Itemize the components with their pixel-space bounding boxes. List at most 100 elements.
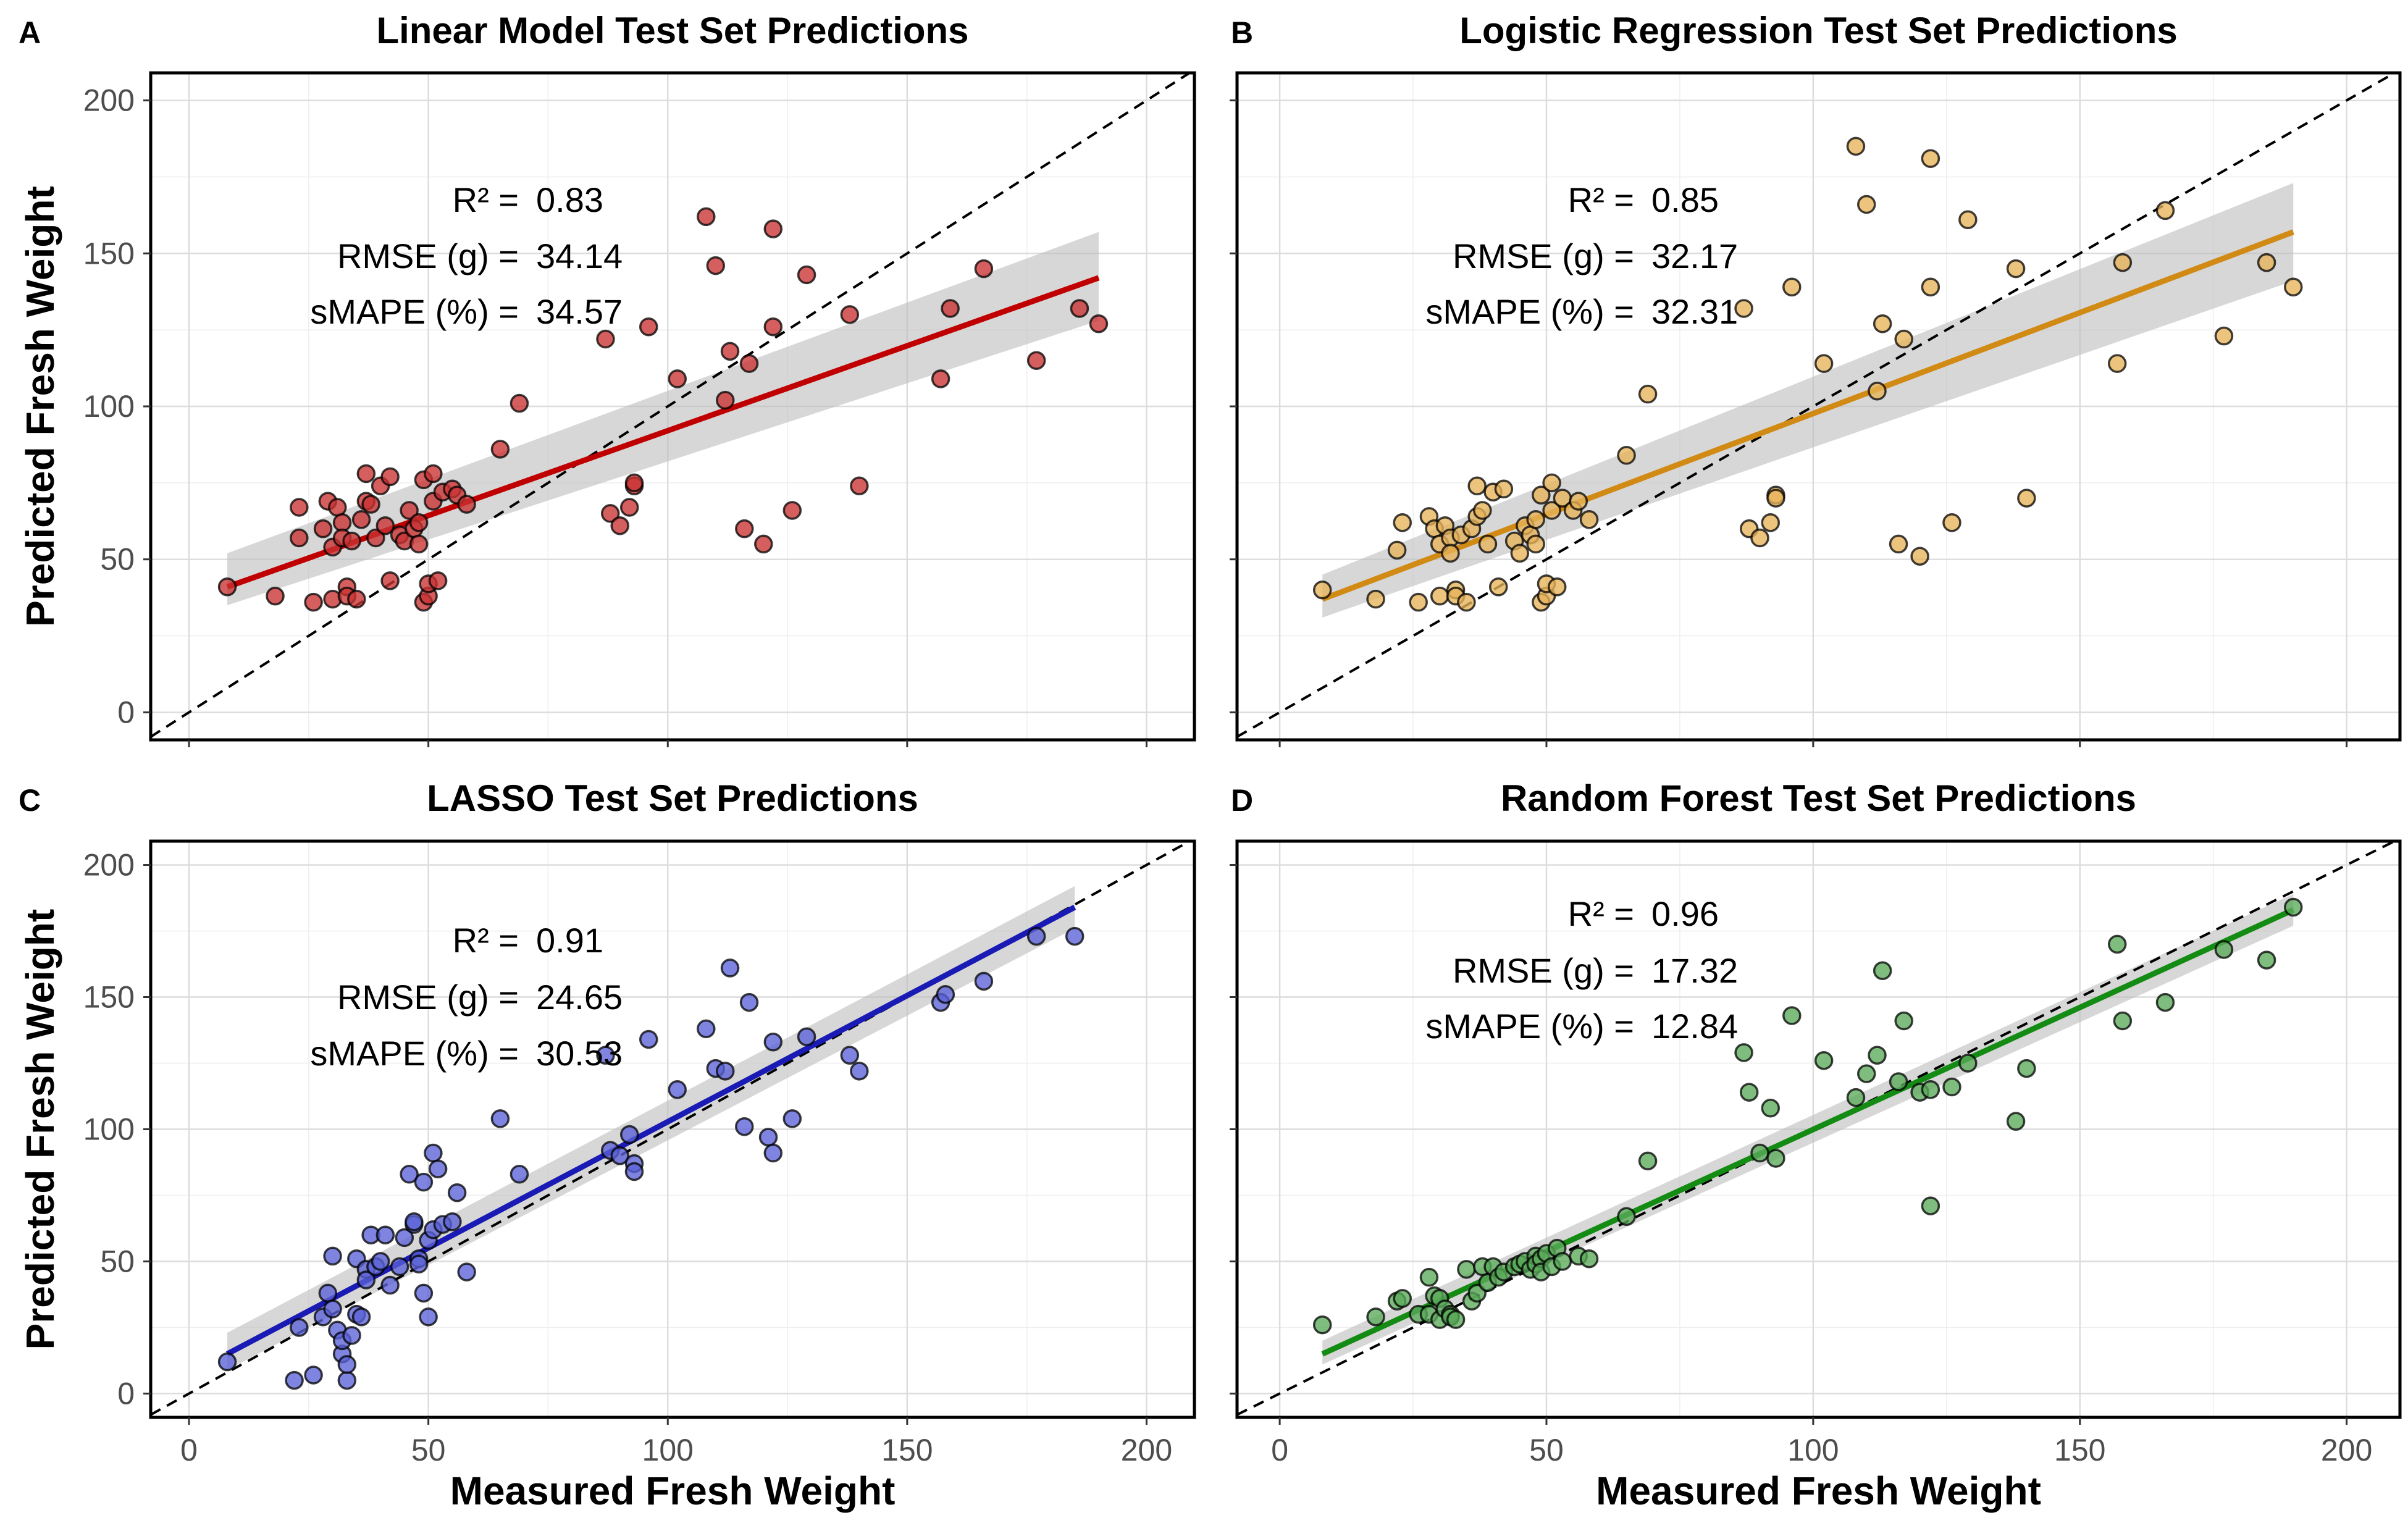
panel-d-data-point	[2006, 1112, 2026, 1131]
panel-c-data-point	[596, 1046, 615, 1065]
panel-d-data-point	[1856, 1064, 1876, 1083]
panel-c-data-point	[375, 1225, 395, 1244]
panel-c-data-point	[490, 1109, 510, 1128]
panel-a-data-point	[840, 305, 860, 324]
panel-c-data-point	[400, 1165, 419, 1184]
panel-a-data-point	[428, 571, 448, 590]
panel-a-y-tick-label: 50	[100, 542, 135, 577]
panel-a: 0 50 100 150 200 A Linear Model Test Set Pre…	[18, 10, 1196, 747]
panel-c-data-point	[395, 1228, 414, 1248]
panel-b-data-point	[1478, 534, 1498, 554]
panel-c-data-point	[610, 1146, 629, 1165]
panel-c-data-point	[1026, 926, 1046, 946]
panel-a-data-point	[697, 207, 716, 227]
panel-c-data-point	[974, 971, 994, 991]
panel-b-data-point	[1393, 513, 1412, 532]
panel-a-y-ticks: 0 50 100 150 200	[83, 83, 151, 729]
panel-d-r2-value: 0.96	[1651, 894, 1719, 933]
panel-b-identity-line	[1236, 72, 2396, 738]
panel-b-data-point	[1467, 476, 1487, 496]
panel-c-data-point	[739, 992, 759, 1012]
panel-c-data-point	[716, 1062, 735, 1081]
panel-d-x-tick-label: 50	[1529, 1433, 1564, 1467]
panel-a-rmse-value: 34.14	[536, 237, 623, 275]
panel-a-data-point	[409, 513, 429, 532]
panel-c-data-point	[356, 1270, 376, 1290]
panel-a-data-point	[510, 393, 529, 413]
panel-c-data-point	[351, 1307, 371, 1327]
panel-a-data-point	[313, 519, 333, 539]
panel-d-x-ticks: 0 50 100 150 200	[1271, 1417, 2372, 1467]
panel-c-stats: R² = 0.91 RMSE (g) = 24.65 sMAPE (%) = 3…	[310, 921, 623, 1073]
panel-d-data-point	[1446, 1310, 1466, 1329]
panel-a-data-point	[457, 495, 476, 514]
panel-a-data-point	[596, 329, 615, 349]
panel-c-r2-value: 0.91	[536, 921, 603, 960]
panel-c-data-point	[414, 1283, 434, 1303]
panel-b-rmse-label: RMSE (g) =	[1453, 237, 1634, 275]
panel-b-data-point	[1761, 513, 1781, 532]
panel-a-data-point	[332, 513, 352, 532]
panel-a-data-point	[356, 464, 376, 484]
panel-c-rmse-value: 24.65	[536, 978, 623, 1017]
panel-d-data-point	[2017, 1059, 2036, 1078]
panel-b-data-point	[1910, 547, 1929, 566]
panel-b-x-ticks	[1278, 740, 2348, 747]
panel-a-smape-label: sMAPE (%) =	[310, 292, 519, 331]
panel-c-data-point	[840, 1046, 860, 1065]
panel-a-data-point	[600, 504, 620, 523]
panel-b-letter: B	[1231, 15, 1253, 50]
panel-b-data-point	[1457, 592, 1476, 612]
panel-b-data-point	[1532, 485, 1551, 505]
panel-a-data-point	[624, 473, 644, 493]
panel-a-data-point	[782, 501, 802, 520]
panel-a-data-point	[380, 571, 400, 590]
panel-a-data-point	[380, 467, 400, 487]
panel-a-data-point	[366, 528, 385, 548]
panel-b-r2-value: 0.85	[1651, 180, 1719, 219]
panel-b-data-point	[1868, 381, 1887, 401]
panel-c-data-point	[639, 1030, 658, 1049]
panel-c-data-point	[285, 1370, 304, 1390]
panel-c-x-tick-label: 100	[642, 1433, 694, 1467]
panel-c-data-point	[337, 1370, 357, 1390]
panel-d-r2-label: R² =	[1568, 894, 1634, 933]
panel-d-x-tick-label: 150	[2054, 1433, 2105, 1467]
panel-a-y-tick-label: 200	[83, 83, 135, 118]
panel-b-data-point	[2155, 201, 2175, 220]
panel-a-data-point	[409, 534, 429, 554]
panel-c-y-tick-label: 200	[83, 848, 135, 883]
panel-c-y-tick-label: 50	[100, 1244, 135, 1278]
panel-b-data-point	[1766, 489, 1785, 508]
panel-a-rmse-label: RMSE (g) =	[337, 237, 519, 275]
panel-a-r2-label: R² =	[453, 180, 519, 219]
panel-a-y-axis-title: Predicted Fresh Weight	[18, 186, 62, 627]
panel-c-data-point	[619, 1125, 639, 1144]
panel-a-data-point	[610, 516, 629, 535]
panel-b-data-point	[1638, 384, 1658, 404]
panel-b-data-point	[1430, 586, 1449, 606]
panel-a-y-tick-label: 100	[83, 389, 135, 424]
panel-c-x-ticks: 0 50 100 150 200	[180, 1417, 1172, 1467]
panel-a-data-point	[850, 476, 869, 496]
panel-d-smape-label: sMAPE (%) =	[1425, 1007, 1634, 1046]
panel-b-data-point	[1548, 577, 1567, 597]
panel-d-data-point	[1734, 1043, 1753, 1062]
panel-a-data-point	[668, 369, 687, 388]
panel-a-data-point	[739, 354, 759, 373]
panel-c-data-point	[510, 1165, 529, 1184]
panel-d-data-point	[1579, 1249, 1599, 1269]
panel-c-y-tick-label: 100	[83, 1112, 135, 1147]
panel-b-data-point	[1409, 592, 1428, 612]
panel-d-data-point	[1921, 1196, 1940, 1215]
panel-c-data-point	[323, 1299, 342, 1319]
panel-d-x-tick-label: 0	[1271, 1433, 1288, 1467]
panel-d-data-point	[1393, 1289, 1412, 1308]
panel-b-y-ticks	[1230, 99, 1237, 713]
panel-c-x-tick-label: 200	[1121, 1433, 1172, 1467]
panel-d-data-point	[1921, 1080, 1940, 1099]
panel-a-data-point	[941, 299, 960, 318]
panel-b-data-point	[1488, 577, 1508, 597]
panel-b-data-point	[2017, 489, 2036, 508]
panel-d-x-axis-title: Measured Fresh Weight	[1596, 1469, 2041, 1513]
